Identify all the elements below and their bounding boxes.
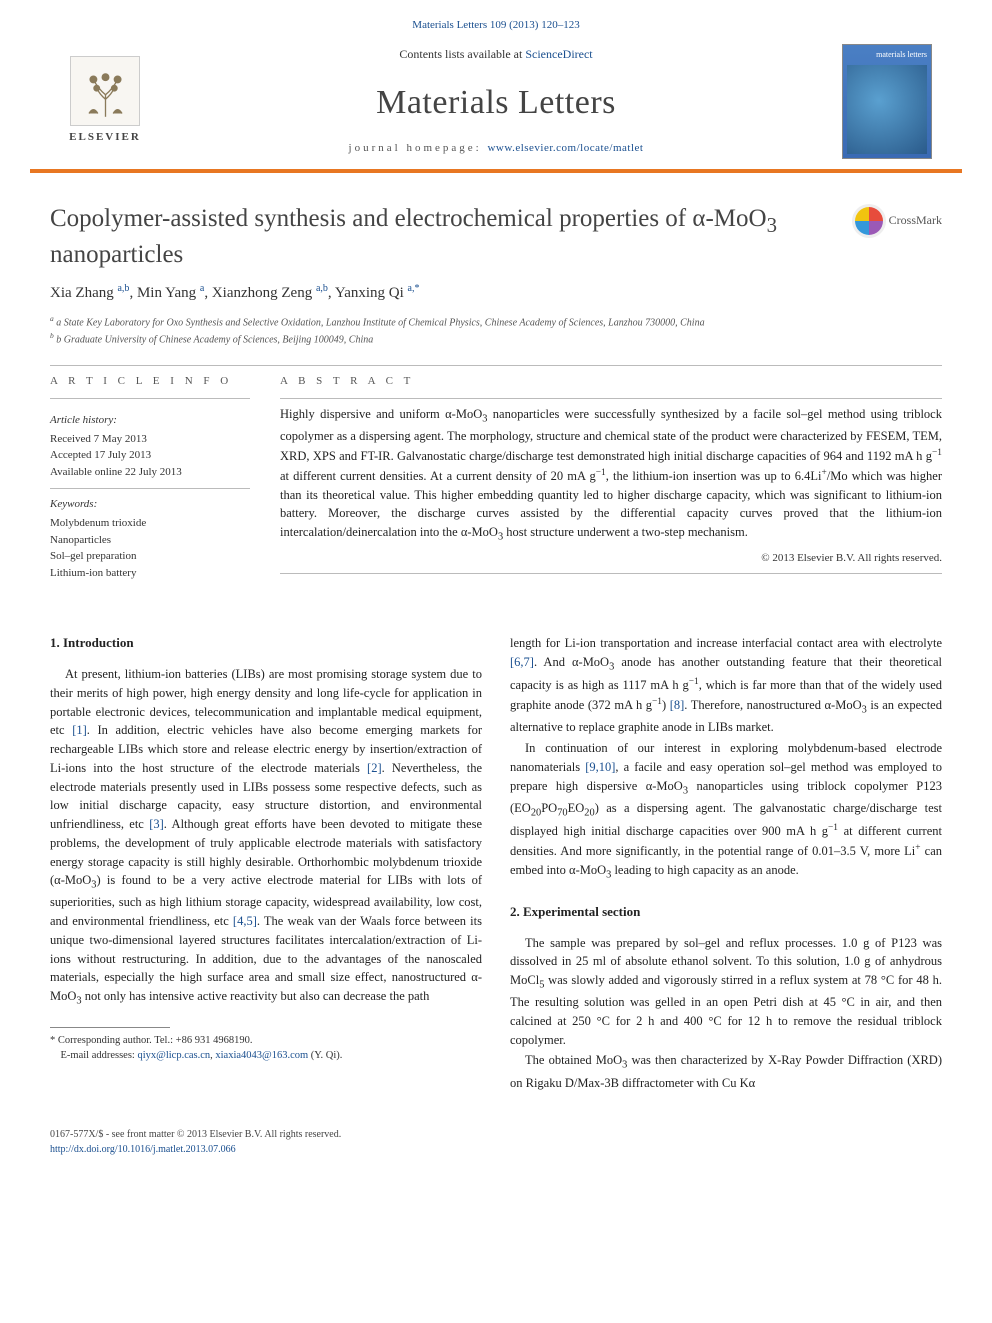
cover-title: materials letters	[847, 49, 927, 61]
body-paragraph: At present, lithium-ion batteries (LIBs)…	[50, 665, 482, 1009]
info-abstract-row: a r t i c l e i n f o Article history: R…	[50, 374, 942, 589]
doi-link[interactable]: http://dx.doi.org/10.1016/j.matlet.2013.…	[50, 1144, 236, 1155]
section-heading-2: 2. Experimental section	[510, 903, 942, 922]
crossmark-badge[interactable]: CrossMark	[855, 207, 942, 235]
journal-title: Materials Letters	[170, 78, 822, 127]
emails-footnote: E-mail addresses: qiyx@licp.cas.cn, xiax…	[50, 1049, 482, 1064]
article-info-col: a r t i c l e i n f o Article history: R…	[50, 374, 250, 589]
divider	[280, 398, 942, 399]
keywords-block: Keywords: Molybdenum trioxide Nanopartic…	[50, 489, 250, 589]
body-paragraph: The sample was prepared by sol–gel and r…	[510, 934, 942, 1050]
footer-meta: 0167-577X/$ - see front matter © 2013 El…	[0, 1128, 992, 1177]
elsevier-wordmark: ELSEVIER	[69, 130, 141, 146]
article-title: Copolymer-assisted synthesis and electro…	[50, 203, 942, 272]
footnote-separator	[50, 1027, 170, 1028]
article-area: Copolymer-assisted synthesis and electro…	[0, 173, 992, 1114]
contents-prefix: Contents lists available at	[399, 47, 525, 61]
header-citation: Materials Letters 109 (2013) 120–123	[0, 0, 992, 44]
abstract-col: a b s t r a c t Highly dispersive and un…	[280, 374, 942, 589]
crossmark-icon	[855, 207, 883, 235]
sciencedirect-link[interactable]: ScienceDirect	[525, 47, 592, 61]
affiliation-b: b b Graduate University of Chinese Acade…	[50, 331, 942, 347]
history-line: Received 7 May 2013	[50, 431, 250, 448]
col-left-content: 1. Introduction At present, lithium-ion …	[50, 634, 482, 1063]
divider	[50, 398, 250, 399]
body-columns: 1. Introduction At present, lithium-ion …	[50, 634, 942, 1094]
elsevier-tree-icon	[70, 56, 140, 126]
corresponding-footnote: * Corresponding author. Tel.: +86 931 49…	[50, 1034, 482, 1049]
body-paragraph: length for Li-ion transportation and inc…	[510, 634, 942, 737]
history-block: Article history: Received 7 May 2013 Acc…	[50, 405, 250, 489]
cover-image	[847, 65, 927, 154]
homepage-prefix: journal homepage:	[349, 142, 488, 154]
keywords-label: Keywords:	[50, 497, 250, 513]
issn-line: 0167-577X/$ - see front matter © 2013 El…	[50, 1128, 942, 1143]
contents-line: Contents lists available at ScienceDirec…	[170, 46, 822, 63]
body-paragraph: The obtained MoO3 was then characterized…	[510, 1051, 942, 1092]
divider	[50, 365, 942, 366]
affiliation-a: a a State Key Laboratory for Oxo Synthes…	[50, 314, 942, 330]
history-line: Accepted 17 July 2013	[50, 447, 250, 464]
keyword: Lithium-ion battery	[50, 565, 250, 582]
keyword: Nanoparticles	[50, 532, 250, 549]
abstract-text: Highly dispersive and uniform α-MoO3 nan…	[280, 405, 942, 545]
article-head: Copolymer-assisted synthesis and electro…	[50, 203, 942, 347]
elsevier-logo[interactable]: ELSEVIER	[60, 49, 150, 154]
homepage-line: journal homepage: www.elsevier.com/locat…	[170, 141, 822, 157]
col-right-content: length for Li-ion transportation and inc…	[510, 634, 942, 1092]
keyword: Molybdenum trioxide	[50, 515, 250, 532]
keyword: Sol–gel preparation	[50, 548, 250, 565]
abstract-copyright: © 2013 Elsevier B.V. All rights reserved…	[280, 551, 942, 567]
info-heading: a r t i c l e i n f o	[50, 374, 250, 390]
banner-center: Contents lists available at ScienceDirec…	[150, 46, 842, 157]
publication-banner: ELSEVIER Contents lists available at Sci…	[30, 44, 962, 173]
authors-line: Xia Zhang a,b, Min Yang a, Xianzhong Zen…	[50, 282, 942, 305]
citation-link[interactable]: Materials Letters 109 (2013) 120–123	[412, 19, 579, 31]
abstract-heading: a b s t r a c t	[280, 374, 942, 390]
history-line: Available online 22 July 2013	[50, 464, 250, 481]
body-paragraph: In continuation of our interest in explo…	[510, 739, 942, 883]
divider	[280, 573, 942, 574]
homepage-link[interactable]: www.elsevier.com/locate/matlet	[487, 142, 643, 154]
section-heading-1: 1. Introduction	[50, 634, 482, 653]
affiliations: a a State Key Laboratory for Oxo Synthes…	[50, 314, 942, 347]
journal-cover-thumb[interactable]: materials letters	[842, 44, 932, 159]
crossmark-label: CrossMark	[889, 212, 942, 229]
history-label: Article history:	[50, 413, 250, 429]
